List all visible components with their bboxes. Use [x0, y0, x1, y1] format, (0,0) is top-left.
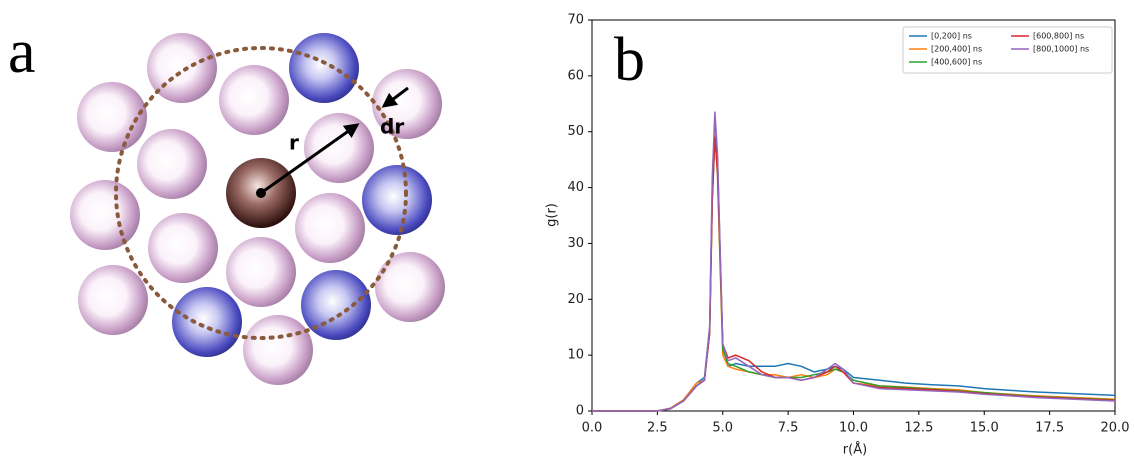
- y-tick-label: 70: [567, 13, 584, 28]
- y-axis-label: g(r): [545, 203, 560, 227]
- legend-label: [0,200] ns: [931, 32, 972, 41]
- x-tick-label: 7.5: [778, 421, 799, 436]
- blue-spheres: [172, 33, 432, 357]
- series-line: [592, 130, 1116, 412]
- legend-label: [600,800] ns: [1033, 32, 1084, 41]
- r-arrow: [260, 123, 360, 195]
- axes-frame: [591, 19, 1116, 412]
- dr-arrow: [381, 86, 409, 108]
- x-tick-label: 10.0: [839, 421, 868, 436]
- y-tick-label: 60: [567, 68, 584, 83]
- y-tick-label: 10: [567, 348, 584, 363]
- y-tick-label: 20: [567, 292, 584, 307]
- y-tick-label: 0: [576, 404, 584, 419]
- x-tick-label: 17.5: [1035, 421, 1064, 436]
- series-line: [592, 136, 1116, 412]
- series-line: [592, 119, 1116, 412]
- y-tick-label: 40: [567, 180, 584, 195]
- y-tick-label: 50: [567, 124, 584, 139]
- pink-spheres: [70, 33, 445, 385]
- x-tick-label: 20.0: [1101, 421, 1130, 436]
- series-line: [592, 111, 1116, 412]
- x-tick-label: 2.5: [647, 421, 668, 436]
- panel-label: a: [8, 18, 36, 86]
- diagram: r dr: [70, 33, 445, 385]
- dr-label: dr: [380, 115, 404, 139]
- legend-label: [400,600] ns: [931, 58, 982, 67]
- x-tick-label: 15.0: [970, 421, 999, 436]
- panel-label: b: [614, 26, 645, 94]
- r-label: r: [289, 131, 299, 155]
- legend-label: [200,400] ns: [931, 45, 982, 54]
- x-tick-label: 5.0: [712, 421, 733, 436]
- x-axis-label: r(Å): [843, 442, 867, 458]
- shell: [114, 46, 408, 340]
- x-tick-label: 12.5: [904, 421, 933, 436]
- legend-box: [902, 26, 1113, 74]
- legend-label: [800,1000] ns: [1033, 45, 1089, 54]
- x-tick-label: 0.0: [582, 421, 603, 436]
- y-tick-label: 30: [567, 236, 584, 251]
- series-line: [592, 136, 1116, 412]
